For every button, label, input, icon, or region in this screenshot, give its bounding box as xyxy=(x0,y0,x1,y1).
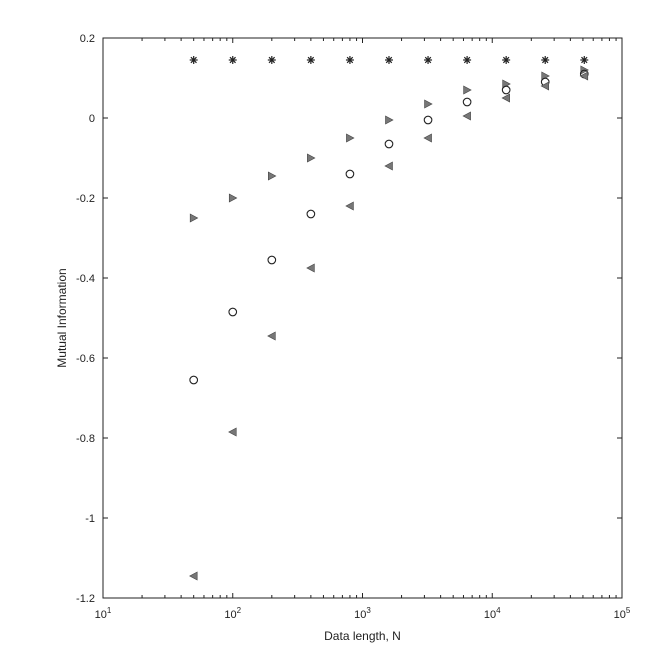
x-axis-ticks: 101 102 103 104 105 xyxy=(95,38,631,621)
triangle-left-marker xyxy=(423,133,432,143)
circle-marker xyxy=(345,169,355,179)
asterisk-marker xyxy=(502,56,511,64)
circle-marker xyxy=(462,97,472,107)
x-tick-label: 102 xyxy=(224,606,241,621)
y-tick-label: -0.6 xyxy=(76,353,95,365)
y-tick-label: -1 xyxy=(85,513,95,525)
triangle-right-marker xyxy=(463,85,472,95)
data-points xyxy=(189,56,589,581)
circle-marker xyxy=(384,139,394,149)
circle-marker xyxy=(189,375,199,385)
circle-marker xyxy=(267,255,277,265)
circle-marker xyxy=(423,115,433,125)
y-tick-label: -0.4 xyxy=(76,273,95,285)
triangle-right-marker xyxy=(385,115,394,125)
triangle-left-marker xyxy=(462,111,471,121)
asterisk-marker xyxy=(384,56,393,64)
triangle-right-marker xyxy=(268,171,277,181)
plot-area xyxy=(102,37,623,599)
asterisk-marker xyxy=(189,56,198,64)
circle-marker xyxy=(501,85,511,95)
triangle-left-marker xyxy=(540,81,550,91)
asterisk-marker xyxy=(306,56,315,64)
asterisk-marker xyxy=(345,56,354,64)
x-axis-label: Data length, N xyxy=(324,629,401,643)
x-tick-label: 104 xyxy=(484,606,501,621)
asterisk-marker xyxy=(424,56,433,64)
triangle-left-marker xyxy=(267,331,276,341)
y-tick-label: -0.8 xyxy=(76,433,95,445)
triangle-left-marker xyxy=(228,427,237,437)
asterisk-marker xyxy=(463,56,472,64)
triangle-right-marker xyxy=(307,153,316,163)
y-tick-label: -0.2 xyxy=(76,193,95,205)
y-tick-label: -1.2 xyxy=(76,593,95,605)
y-axis-ticks: 0.2 0 -0.2 -0.4 -0.6 -0.8 -1 -1.2 xyxy=(76,33,622,605)
triangle-left-marker xyxy=(306,263,315,273)
triangle-left-marker xyxy=(189,571,198,581)
asterisk-marker xyxy=(580,56,589,64)
x-tick-label: 103 xyxy=(354,606,371,621)
y-axis-label: Mutual Information xyxy=(55,268,69,367)
circle-marker xyxy=(228,307,238,317)
asterisk-marker xyxy=(541,56,550,64)
x-tick-label: 105 xyxy=(614,606,631,621)
triangle-left-marker xyxy=(579,71,589,81)
triangle-right-marker xyxy=(228,193,238,203)
asterisk-marker xyxy=(267,56,276,64)
y-tick-label: 0.2 xyxy=(80,33,95,45)
circle-marker xyxy=(306,209,316,219)
triangle-left-marker xyxy=(384,161,393,171)
triangle-right-marker xyxy=(189,213,199,223)
triangle-right-marker xyxy=(424,99,433,109)
triangle-right-marker xyxy=(346,133,355,143)
y-tick-label: 0 xyxy=(89,113,95,125)
triangle-left-marker xyxy=(501,93,510,103)
asterisk-marker xyxy=(228,56,237,64)
x-tick-label: 101 xyxy=(95,606,112,621)
triangle-left-marker xyxy=(345,201,354,211)
